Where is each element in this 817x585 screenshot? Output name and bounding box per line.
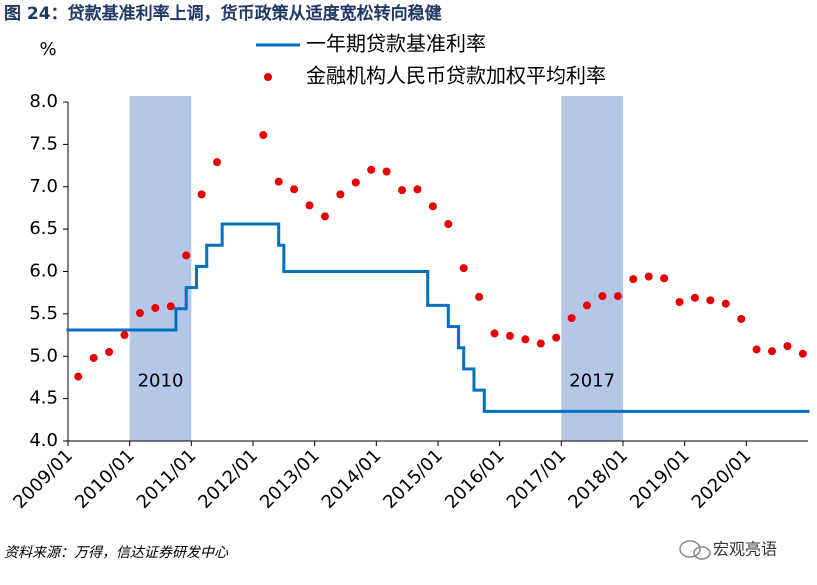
y-tick-label: 7.0 [29, 176, 58, 197]
legend-label: 一年期贷款基准利率 [306, 32, 486, 56]
y-tick-label: 4.5 [29, 388, 58, 409]
scatter-point [259, 131, 268, 140]
scatter-point [521, 335, 530, 344]
x-tick-label: 2020/01 [688, 445, 756, 513]
scatter-point [490, 329, 499, 338]
scatter-point [120, 331, 129, 340]
scatter-point [505, 331, 514, 340]
scatter-point [166, 302, 175, 311]
y-tick-label: 4.0 [29, 430, 58, 451]
scatter-point [182, 251, 191, 260]
scatter-point [290, 185, 299, 194]
watermark-icon [679, 540, 711, 560]
x-tick-label: 2016/01 [441, 445, 509, 513]
chart-title: 图 24：贷款基准利率上调，货币政策从适度宽松转向稳健 [4, 3, 442, 24]
scatter-point [737, 314, 746, 323]
icon-bubble [679, 540, 701, 558]
scatter-point [351, 178, 360, 187]
scatter-point [721, 299, 730, 308]
scatter-point [675, 298, 684, 307]
x-tick-label: 2015/01 [379, 445, 447, 513]
scatter-point [444, 220, 453, 229]
scatter-point [274, 177, 283, 186]
scatter-point [583, 301, 592, 310]
shaded-band [129, 96, 192, 441]
scatter-point [398, 186, 407, 195]
y-tick-label: 7.5 [29, 133, 58, 154]
scatter-point [151, 303, 160, 312]
scatter-point [629, 275, 638, 284]
scatter-point [428, 202, 437, 211]
scatter-point [706, 296, 715, 305]
scatter-point [598, 292, 607, 301]
x-tick-label: 2018/01 [564, 445, 632, 513]
shaded-band [561, 96, 623, 441]
scatter-point [305, 201, 314, 210]
y-tick-label: 6.0 [29, 261, 58, 282]
scatter-point [74, 372, 83, 381]
legend-label: 金融机构人民币贷款加权平均利率 [306, 64, 606, 88]
y-tick-label: 8.0 [29, 91, 58, 112]
x-tick-label: 2009/01 [9, 445, 77, 513]
scatter-point [336, 190, 345, 199]
watermark: 宏观亮语 [713, 540, 777, 559]
y-tick-label: 6.5 [29, 218, 58, 239]
scatter-point [413, 185, 422, 194]
x-tick-label: 2014/01 [318, 445, 386, 513]
legend-swatch [264, 73, 272, 81]
scatter-point [644, 272, 653, 281]
x-tick-label: 2010/01 [71, 445, 139, 513]
x-tick-label: 2012/01 [194, 445, 262, 513]
y-unit: % [39, 39, 56, 60]
scatter-point [536, 339, 545, 348]
scatter-point [798, 349, 807, 358]
scatter-point [320, 212, 329, 221]
scatter-point [783, 342, 792, 351]
band-label: 2017 [569, 371, 615, 392]
scatter-point [768, 347, 777, 356]
source-note: 资料来源：万得，信达证券研发中心 [4, 545, 229, 561]
scatter-point [135, 309, 144, 318]
scatter-point [367, 165, 376, 174]
scatter-point [567, 314, 576, 323]
scatter-point [552, 333, 561, 342]
scatter-point [613, 292, 622, 301]
scatter-point [105, 348, 114, 357]
y-tick-label: 5.5 [29, 303, 58, 324]
scatter-point [660, 274, 669, 283]
scatter-point [752, 345, 761, 354]
scatter-point [89, 353, 98, 362]
x-tick-label: 2013/01 [256, 445, 324, 513]
icon-bubble [693, 546, 711, 560]
x-tick-label: 2019/01 [626, 445, 694, 513]
y-tick-label: 5.0 [29, 345, 58, 366]
x-tick-label: 2011/01 [133, 445, 201, 513]
scatter-point [213, 158, 222, 167]
scatter-point [459, 264, 468, 273]
x-tick-label: 2017/01 [503, 445, 571, 513]
scatter-point [690, 293, 699, 302]
band-label: 2010 [138, 371, 184, 392]
scatter-point [475, 292, 484, 301]
scatter-point [197, 190, 206, 199]
scatter-point [382, 167, 391, 176]
